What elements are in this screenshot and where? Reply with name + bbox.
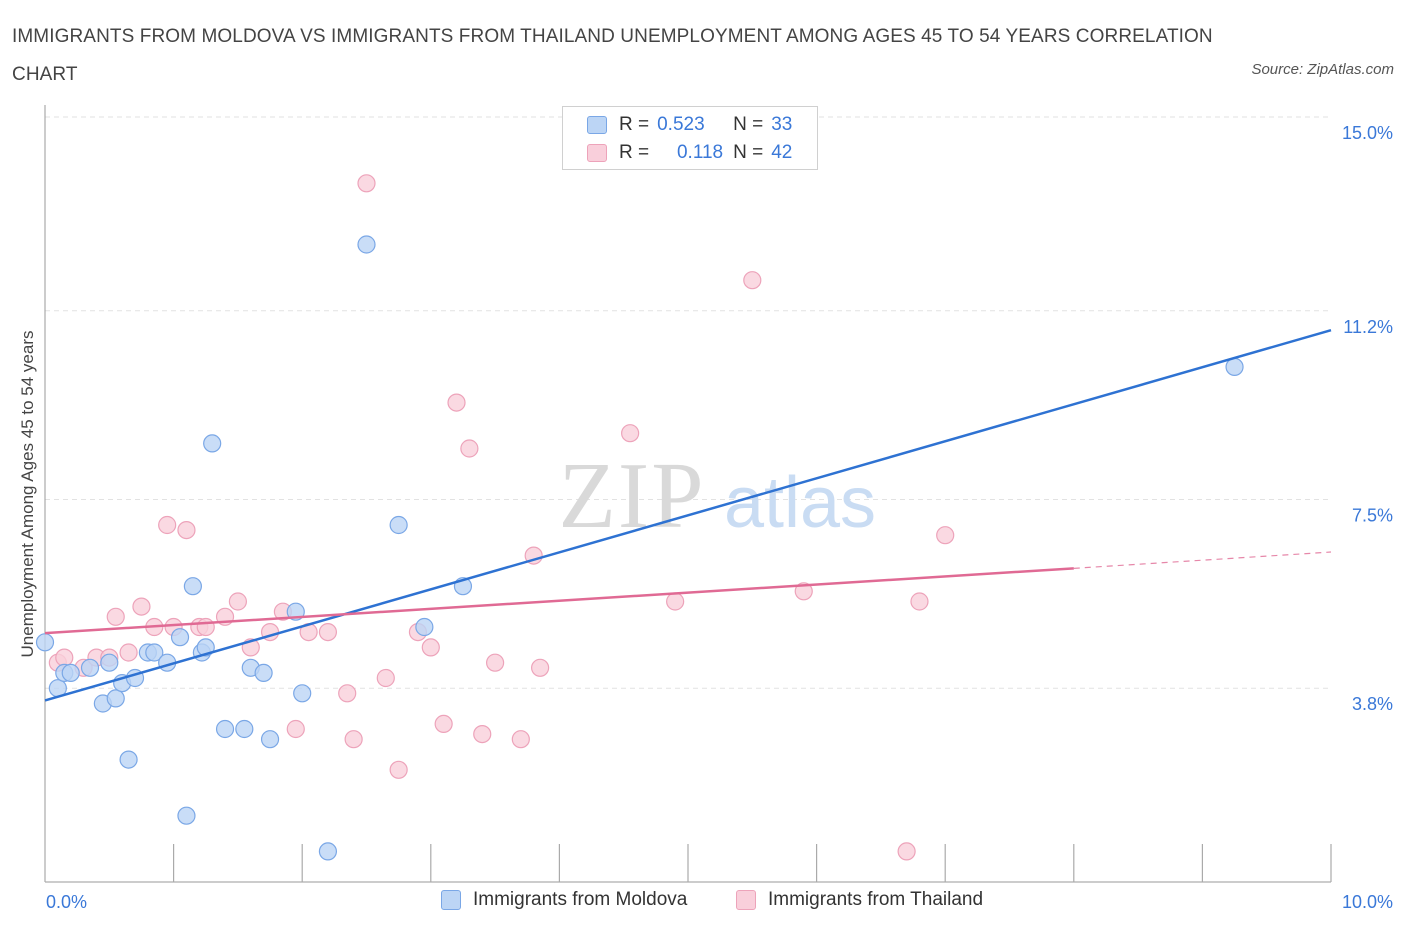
watermark: ZIP atlas [559,444,877,548]
thailand-point-40 [794,582,813,601]
thailand-trend-extension [1073,551,1332,569]
thailand-point-19 [286,719,305,739]
moldova-point-15 [177,806,196,825]
thailand-point-13 [196,617,215,637]
legend-r-label-thailand: R = [619,142,650,163]
thailand-point-25 [376,668,395,688]
legend-swatch-moldova-bottom [441,890,461,910]
thailand-point-36 [531,658,550,677]
thailand-point-6 [119,643,138,662]
thailand-point-42 [910,592,929,611]
moldova-point-12 [145,643,164,662]
moldova-point-7 [106,689,125,708]
moldova-point-6 [100,653,119,672]
moldova-point-27 [318,842,338,861]
thailand-point-34 [511,730,530,749]
chart-title: IMMIGRANTS FROM MOLDOVA VS IMMIGRANTS FR… [12,26,1213,85]
thailand-point-15 [228,592,247,611]
legend-n-value-moldova: 33 [771,114,793,135]
thailand-point-21 [318,622,338,642]
legend-r-value-thailand: 0.118 [676,142,724,163]
thailand-point-30 [447,393,466,412]
legend-swatch-moldova [587,116,607,134]
thailand-point-43 [936,526,955,545]
watermark-atlas: atlas [724,463,876,543]
thailand-point-11 [177,520,196,540]
legend-item-moldova[interactable]: Immigrants from Moldova [441,889,687,911]
moldova-point-19 [203,434,222,453]
legend-n-value-thailand: 42 [771,142,793,163]
moldova-point-14 [170,628,190,647]
legend-item-thailand[interactable]: Immigrants from Thailand [736,889,983,911]
thailand-point-31 [460,439,479,458]
thailand-point-7 [132,597,151,616]
thailand-trend-line [44,567,1074,635]
moldova-point-23 [254,663,273,683]
source-label: Source: ZipAtlas.com [1251,61,1394,78]
moldova-point-0 [35,633,55,652]
x-tick-label-0: 0.0% [46,892,87,912]
legend-label-thailand: Immigrants from Thailand [768,889,984,910]
thailand-point-5 [106,607,125,626]
moldova-point-16 [183,577,202,596]
moldova-trend-line [44,328,1332,702]
moldova-point-28 [357,235,376,254]
legend-n-label-moldova: N = [733,114,764,135]
legend-swatch-thailand [587,144,607,162]
thailand-point-23 [344,730,363,749]
trend-lines [44,328,1332,702]
legend-label-moldova: Immigrants from Moldova [473,889,688,910]
moldova-point-3 [61,663,80,683]
moldova-point-21 [235,719,254,739]
moldova-point-9 [119,750,138,769]
thailand-point-9 [158,515,177,535]
series-legend: Immigrants from Moldova Immigrants from … [0,889,1406,915]
thailand-point-1 [55,648,74,667]
x-tick-labels: 0.0% 10.0% [46,892,1393,912]
y-tick-label-1: 7.5% [1352,506,1393,526]
legend-row-moldova: R = 0.523 N = 33 [587,113,792,137]
thailand-point-24 [357,174,376,193]
moldova-point-29 [389,515,408,535]
y-tick-label-3: 15.0% [1342,123,1393,143]
moldova-point-20 [215,719,235,739]
thailand-point-28 [421,638,440,657]
thailand-point-29 [434,714,453,734]
moldova-point-26 [293,684,312,703]
legend-row-thailand: R = 0.118 N = 42 [587,141,792,165]
legend-r-label-moldova: R = [619,114,650,135]
y-axis-label: Unemployment Among Ages 45 to 54 years [18,331,37,658]
correlation-legend: R = 0.523 N = 33 R = 0.118 N = 42 [562,106,818,170]
legend-swatch-thailand-bottom [736,890,756,910]
x-tick-label-1: 10.0% [1342,892,1393,912]
thailand-point-37 [621,424,640,443]
moldova-point-24 [260,730,280,749]
legend-r-value-moldova: 0.523 [657,114,705,135]
thailand-point-39 [743,271,762,290]
axes [44,105,1332,883]
moldova-point-4 [80,658,100,677]
thailand-point-41 [897,842,916,861]
thailand-point-33 [486,653,505,672]
thailand-point-38 [666,592,685,611]
y-tick-label-0: 3.8% [1352,694,1393,714]
thailand-point-22 [338,684,357,703]
legend-n-label-thailand: N = [733,142,764,163]
thailand-point-26 [389,760,408,779]
moldova-point-30 [415,617,434,637]
thailand-point-32 [473,724,492,744]
y-tick-label-2: 11.2% [1343,317,1393,337]
y-tick-labels: 3.8% 7.5% 11.2% 15.0% [1342,123,1393,714]
